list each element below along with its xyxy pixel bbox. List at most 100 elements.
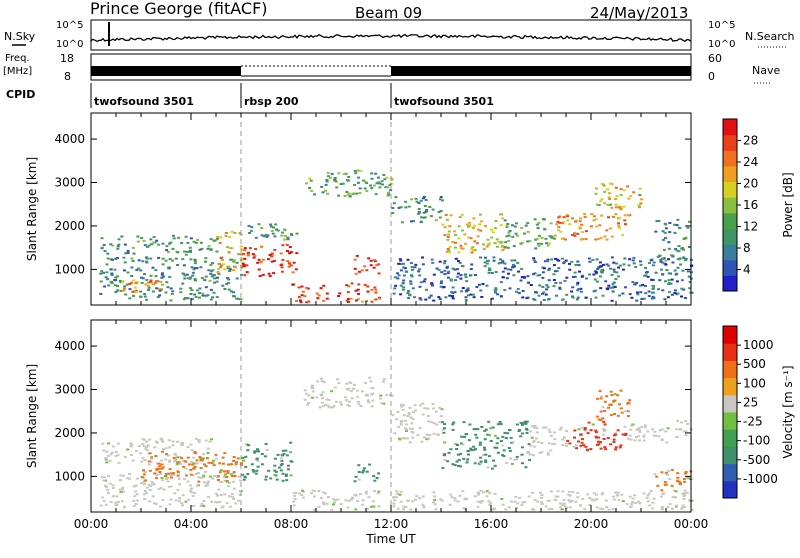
echo-cell xyxy=(195,267,199,270)
echo-cell xyxy=(143,295,147,298)
echo-cell xyxy=(575,219,578,222)
echo-cell xyxy=(295,232,299,235)
echo-cell xyxy=(369,259,373,262)
echo-cell xyxy=(629,438,633,441)
echo-cell xyxy=(267,258,270,261)
echo-cell xyxy=(591,423,595,426)
echo-cell xyxy=(623,214,627,217)
echo-cell xyxy=(171,247,175,250)
y-axis-label: Slant Range [km] xyxy=(25,157,39,261)
echo-cell xyxy=(325,179,329,181)
echo-cell xyxy=(631,497,635,500)
echo-cell xyxy=(216,475,220,477)
echo-cell xyxy=(410,431,414,433)
echo-cell xyxy=(448,225,452,228)
echo-cell xyxy=(350,397,354,400)
echo-cell xyxy=(518,497,521,499)
echo-cell xyxy=(441,421,445,424)
echo-cell xyxy=(457,251,461,254)
echo-cell xyxy=(666,427,670,430)
echo-cell xyxy=(165,249,169,252)
echo-cell xyxy=(510,259,514,262)
echo-cell xyxy=(515,222,518,225)
echo-cell xyxy=(183,277,187,280)
echo-cell xyxy=(143,459,147,462)
echo-cell xyxy=(449,214,453,217)
echo-cell xyxy=(164,458,168,461)
echo-cell xyxy=(161,466,165,469)
echo-cell xyxy=(358,192,362,195)
echo-cell xyxy=(360,269,364,272)
echo-cell xyxy=(153,446,157,449)
echo-cell xyxy=(593,289,597,292)
echo-cell xyxy=(195,472,198,475)
echo-cell xyxy=(114,291,118,293)
echo-cell xyxy=(673,292,677,295)
echo-cell xyxy=(401,282,405,285)
echo-cell xyxy=(185,273,189,276)
echo-cell xyxy=(361,503,364,506)
echo-cell xyxy=(283,228,287,231)
echo-cell xyxy=(132,294,135,297)
echo-cell xyxy=(156,296,160,299)
echo-cell xyxy=(573,234,577,237)
echo-cell xyxy=(219,266,223,269)
echo-cell xyxy=(172,473,176,476)
echo-cell xyxy=(172,456,176,459)
echo-cell xyxy=(219,236,223,239)
echo-cell xyxy=(479,456,483,459)
echo-cell xyxy=(131,246,135,249)
echo-cell xyxy=(667,258,670,261)
echo-cell xyxy=(440,408,444,411)
echo-cell xyxy=(264,443,268,445)
echo-cell xyxy=(577,288,581,290)
echo-cell xyxy=(623,425,627,428)
echo-cell xyxy=(396,507,400,510)
echo-cell xyxy=(410,427,414,430)
echo-cell xyxy=(328,176,332,179)
echo-cell xyxy=(438,260,442,263)
echo-cell xyxy=(601,508,605,511)
echo-cell xyxy=(109,501,113,503)
echo-cell xyxy=(400,221,404,224)
echo-cell xyxy=(684,236,688,239)
echo-cell xyxy=(340,403,344,406)
echo-cell xyxy=(280,234,284,237)
echo-cell xyxy=(128,473,131,475)
echo-cell xyxy=(195,462,199,465)
echo-cell xyxy=(197,480,201,483)
echo-cell xyxy=(295,300,299,302)
echo-cell xyxy=(125,283,129,286)
echo-cell xyxy=(109,280,113,283)
colorbar-label: Power [dB] xyxy=(781,172,795,237)
echo-cell xyxy=(346,179,349,182)
colorbar-segment xyxy=(723,244,737,261)
echo-cell xyxy=(571,276,575,278)
echo-cell xyxy=(511,266,515,269)
echo-cell xyxy=(176,440,179,443)
echo-cell xyxy=(479,489,483,492)
echo-cell xyxy=(486,433,490,436)
echo-cell xyxy=(319,496,323,499)
echo-cell xyxy=(239,245,243,248)
echo-cell xyxy=(223,288,227,290)
echo-cell xyxy=(576,232,580,235)
echo-cell xyxy=(488,267,491,270)
echo-cell xyxy=(193,451,197,454)
echo-cell xyxy=(515,455,519,458)
echo-cell xyxy=(542,298,546,301)
echo-cell xyxy=(624,286,627,289)
echo-cell xyxy=(636,435,640,438)
echo-cell xyxy=(548,235,552,238)
echo-cell xyxy=(605,238,609,241)
echo-cell xyxy=(603,202,607,205)
echo-cell xyxy=(201,457,205,460)
y-tick-label: 4000 xyxy=(54,339,85,353)
echo-cell xyxy=(546,286,550,289)
echo-cell xyxy=(568,500,572,503)
echo-cells xyxy=(99,376,694,511)
echo-cell xyxy=(595,506,599,509)
echo-cell xyxy=(565,293,569,296)
echo-cell xyxy=(279,469,283,472)
echo-cell xyxy=(140,282,144,284)
